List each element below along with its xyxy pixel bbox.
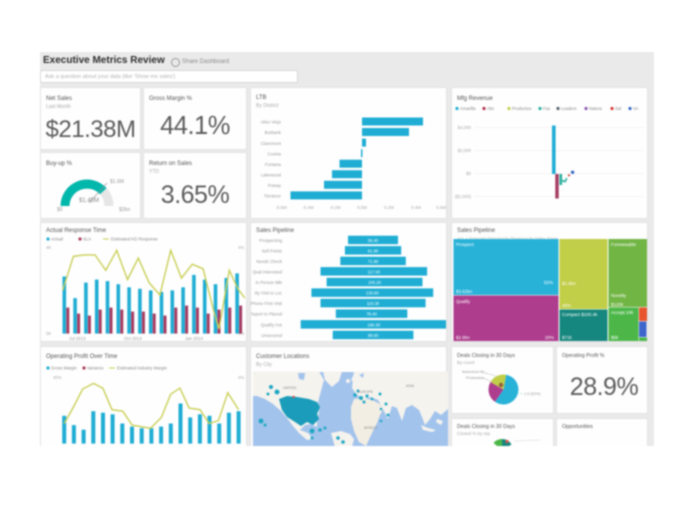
svg-text:Claremont: Claremont bbox=[261, 141, 282, 146]
svg-text:Foreseeable: Foreseeable bbox=[611, 242, 637, 247]
svg-text:-0.4M: -0.4M bbox=[302, 205, 314, 210]
svg-text:Estimated Industry Margin: Estimated Industry Margin bbox=[117, 366, 168, 371]
svg-text:61.90: 61.90 bbox=[368, 248, 379, 253]
svg-text:105.20: 105.20 bbox=[368, 280, 381, 285]
svg-text:Adventure W...: Adventure W... bbox=[462, 370, 487, 374]
svg-text:71.80: 71.80 bbox=[368, 259, 379, 264]
svg-text:4%: 4% bbox=[238, 245, 244, 250]
svg-text:$1.6M: $1.6M bbox=[110, 179, 124, 185]
svg-text:$1.9bn: $1.9bn bbox=[562, 281, 576, 286]
svg-text:$3.62bn: $3.62bn bbox=[456, 289, 473, 294]
svg-text:$0: $0 bbox=[57, 207, 63, 213]
svg-text:Estimated KD Response: Estimated KD Response bbox=[111, 237, 158, 242]
svg-text:$71k: $71k bbox=[562, 335, 573, 340]
svg-text:133.60: 133.60 bbox=[366, 291, 379, 296]
svg-text:Novelty: Novelty bbox=[611, 293, 627, 298]
svg-text:88.50: 88.50 bbox=[368, 333, 379, 338]
svg-text:Gross Margin: Gross Margin bbox=[51, 366, 77, 371]
svg-text:Needs Check: Needs Check bbox=[256, 259, 283, 264]
svg-text:Lakewood: Lakewood bbox=[261, 173, 282, 178]
svg-text:115.30: 115.30 bbox=[367, 301, 380, 306]
svg-text:Report to Placed: Report to Placed bbox=[251, 312, 283, 317]
svg-text:Jan 2014: Jan 2014 bbox=[185, 336, 204, 341]
svg-text:0.2M: 0.2M bbox=[384, 205, 394, 210]
svg-text:Qualify: Qualify bbox=[456, 299, 471, 304]
svg-text:$2.9bn: $2.9bn bbox=[456, 335, 470, 340]
svg-text:$0: $0 bbox=[466, 171, 471, 176]
svg-text:Burbank: Burbank bbox=[265, 130, 282, 135]
svg-text:Prospect: Prospect bbox=[456, 242, 475, 247]
svg-text:Qual Interested: Qual Interested bbox=[253, 269, 283, 274]
svg-text:Prospecting: Prospecting bbox=[259, 238, 282, 243]
svg-text:SLA: SLA bbox=[83, 237, 91, 242]
svg-text:ASIA: ASIA bbox=[406, 384, 415, 388]
svg-text:Natura: Natura bbox=[589, 106, 603, 111]
svg-text:160.30: 160.30 bbox=[367, 322, 380, 327]
svg-text:117.00: 117.00 bbox=[368, 269, 381, 274]
svg-text:4%: 4% bbox=[238, 375, 244, 380]
svg-text:0.6M: 0.6M bbox=[436, 205, 446, 210]
svg-text:Covina: Covina bbox=[267, 151, 281, 156]
svg-text:$120k: $120k bbox=[611, 302, 624, 307]
svg-text:UNITED: UNITED bbox=[283, 386, 297, 390]
svg-text:Jul 2013: Jul 2013 bbox=[69, 336, 86, 341]
svg-text:EUROPE: EUROPE bbox=[358, 390, 374, 394]
svg-text:Productos: Productos bbox=[512, 106, 531, 111]
svg-text:$5k: $5k bbox=[611, 335, 619, 340]
svg-text:Amarilla: Amarilla bbox=[460, 106, 476, 111]
svg-text:40%: 40% bbox=[53, 375, 62, 380]
svg-text:Poway: Poway bbox=[268, 183, 282, 188]
svg-text:Aliso Viejo: Aliso Viejo bbox=[261, 120, 282, 125]
svg-text:Oct 2013: Oct 2013 bbox=[124, 336, 142, 341]
svg-text:Fontana: Fontana bbox=[265, 162, 282, 167]
svg-text:In Person Mkt: In Person Mkt bbox=[255, 280, 282, 285]
svg-text:Qualify Hot: Qualify Hot bbox=[261, 322, 283, 327]
svg-text:Actual: Actual bbox=[51, 237, 63, 242]
svg-text:Abc: Abc bbox=[487, 106, 495, 111]
svg-text:Variance: Variance bbox=[87, 366, 104, 371]
svg-text:Accept 24k: Accept 24k bbox=[611, 310, 634, 315]
svg-text:AFRICA: AFRICA bbox=[364, 426, 378, 430]
svg-text:Torrance: Torrance bbox=[264, 194, 282, 199]
svg-text:($2,000): ($2,000) bbox=[455, 194, 472, 199]
svg-text:0K: 0K bbox=[46, 331, 51, 336]
svg-text:Compact $100.4k: Compact $100.4k bbox=[562, 312, 598, 317]
svg-text:VA: VA bbox=[633, 106, 639, 111]
svg-text:Phone First Visit: Phone First Visit bbox=[251, 301, 283, 306]
svg-text:$1.45M: $1.45M bbox=[79, 198, 99, 204]
svg-text:1.5 (52%): 1.5 (52%) bbox=[524, 392, 541, 396]
svg-text:Unsecured: Unsecured bbox=[261, 333, 282, 338]
svg-text:Leaders: Leaders bbox=[561, 106, 577, 111]
svg-text:45%: 45% bbox=[562, 303, 571, 308]
svg-text:-0.6M: -0.6M bbox=[275, 205, 287, 210]
svg-text:By Visit to Loc: By Visit to Loc bbox=[255, 291, 283, 296]
svg-text:56.40: 56.40 bbox=[368, 238, 379, 243]
svg-text:20%: 20% bbox=[545, 335, 554, 340]
svg-text:Sal: Sal bbox=[615, 106, 621, 111]
svg-text:78.40: 78.40 bbox=[366, 312, 377, 317]
svg-text:Sell Points: Sell Points bbox=[262, 248, 282, 253]
svg-text:0.0M: 0.0M bbox=[357, 205, 367, 210]
svg-text:0.4M: 0.4M bbox=[411, 205, 421, 210]
svg-text:$2,000: $2,000 bbox=[458, 148, 472, 153]
svg-text:$2bn: $2bn bbox=[119, 207, 130, 213]
svg-text:Fas: Fas bbox=[543, 106, 550, 111]
svg-text:$4,000: $4,000 bbox=[458, 125, 472, 130]
svg-text:4K: 4K bbox=[46, 245, 51, 250]
svg-text:52%: 52% bbox=[544, 280, 553, 285]
svg-text:-0.2M: -0.2M bbox=[329, 205, 341, 210]
svg-text:Proseware...: Proseware... bbox=[466, 376, 487, 380]
